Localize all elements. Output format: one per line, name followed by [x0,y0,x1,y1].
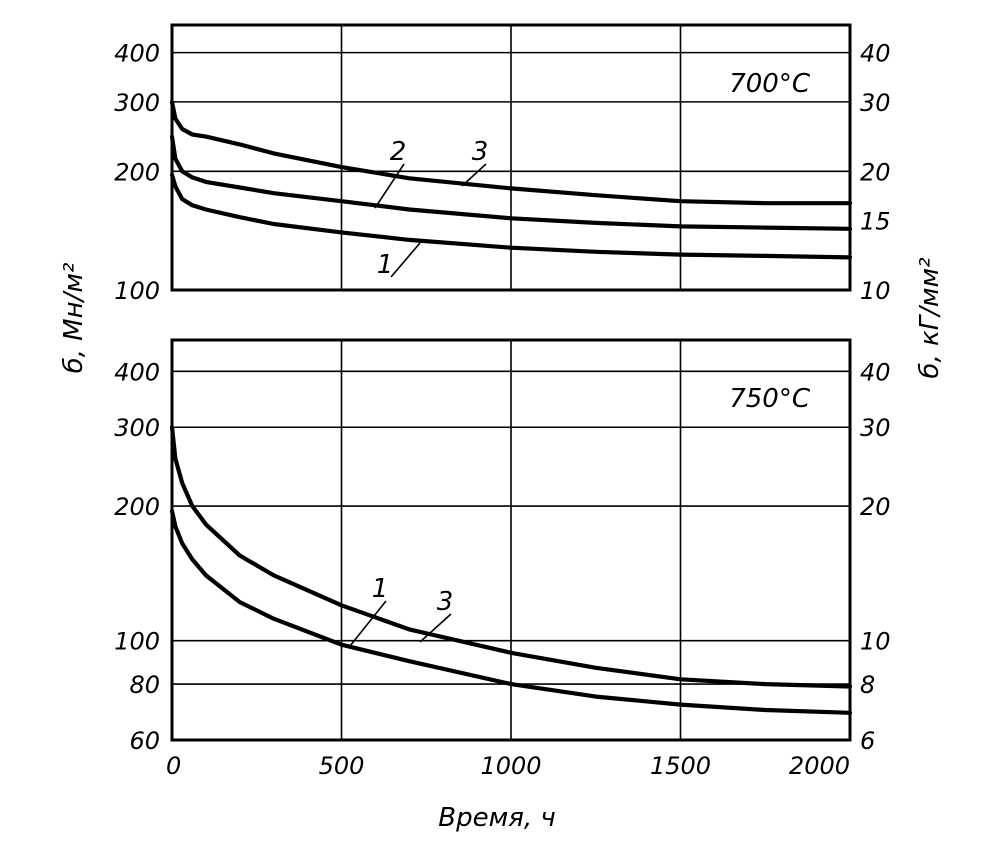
y-tick-label-right: 10 [860,277,891,305]
x-tick-label: 2000 [789,752,850,780]
curve-label-3: 3 [472,137,489,167]
y-tick-label-right: 40 [860,358,891,386]
temperature-annotation: 700°C [729,69,811,99]
y-tick-label-right: 6 [860,727,875,755]
series-curve-3 [169,99,853,206]
curve-label-leader [374,163,405,209]
panel-700c: 400 300 200 100 40 30 20 15 10 700°C 1 2 3 [114,23,891,305]
curve-label-leader [461,163,487,187]
y-tick-label-left: 200 [114,158,160,186]
x-tick-label: 500 [319,752,365,780]
curve-label-1: 1 [372,574,389,604]
y-tick-label-right: 40 [860,40,891,68]
curve-label-2: 2 [390,137,407,167]
series-curve-1 [169,508,853,715]
curve-label-1: 1 [377,250,394,280]
plot-frame [170,23,852,292]
y-axis-title-right: б, кГ/мм² [915,257,945,378]
temperature-annotation: 750°C [729,384,811,414]
y-tick-label-right: 30 [860,414,891,442]
shared-axis-labels: Время, ч б, Мн/м² б, кГ/мм² [59,257,945,833]
x-tick-label: 1000 [480,752,541,780]
y-tick-label-left: 200 [114,493,160,521]
y-tick-label-right: 10 [860,628,891,656]
curve-label-leader [419,613,452,643]
x-axis-title: Время, ч [438,803,555,833]
x-tick-label: 1500 [650,752,711,780]
curve-label-leader [390,242,421,278]
y-tick-label-left: 300 [114,89,160,117]
y-tick-label-left: 400 [114,358,160,386]
y-tick-label-right: 30 [860,89,891,117]
series-curve-3 [169,425,853,689]
y-tick-label-left: 60 [129,727,160,755]
y-tick-label-right: 20 [860,493,891,521]
y-tick-label-left: 80 [129,671,160,699]
y-tick-label-right: 20 [860,158,891,186]
plot-frame [170,338,852,742]
curve-label-leader [349,600,387,647]
y-tick-label-left: 300 [114,414,160,442]
y-tick-label-right: 15 [860,208,891,236]
y-tick-label-left: 100 [114,277,160,305]
series-curve-2 [169,134,853,231]
x-tick-label: 0 [166,752,181,780]
y-axis-title-left: б, Мн/м² [59,263,89,374]
curve-label-3: 3 [437,587,454,617]
y-tick-label-left: 400 [114,40,160,68]
y-tick-label-left: 100 [114,628,160,656]
y-tick-label-right: 8 [860,671,875,699]
series-curve-1 [169,172,853,260]
